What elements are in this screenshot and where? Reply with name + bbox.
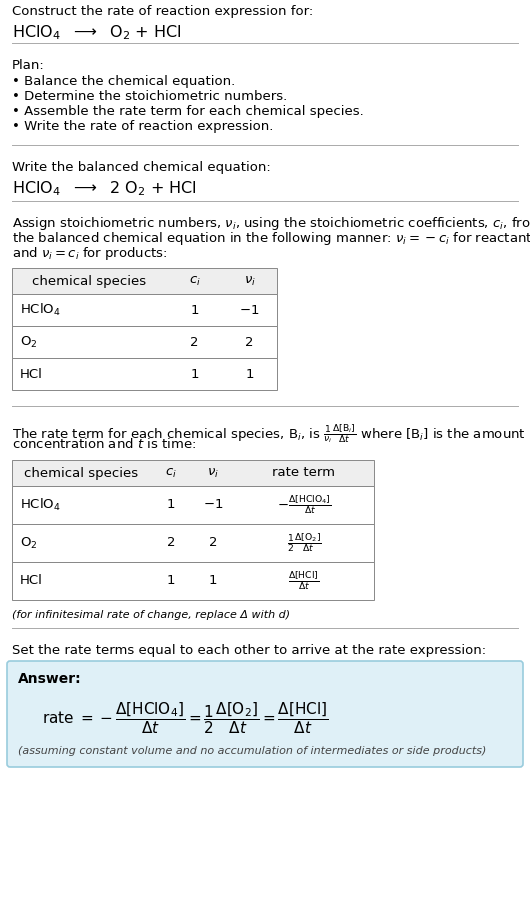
Text: chemical species: chemical species [24, 467, 138, 480]
Text: HCl: HCl [20, 368, 43, 380]
Text: HClO$_4$  $\longrightarrow$  O$_2$ + HCl: HClO$_4$ $\longrightarrow$ O$_2$ + HCl [12, 23, 182, 42]
Text: HClO$_4$  $\longrightarrow$  2 O$_2$ + HCl: HClO$_4$ $\longrightarrow$ 2 O$_2$ + HCl [12, 179, 197, 197]
Text: • Determine the stoichiometric numbers.: • Determine the stoichiometric numbers. [12, 90, 287, 103]
Text: $c_i$: $c_i$ [165, 467, 177, 480]
Text: Set the rate terms equal to each other to arrive at the rate expression:: Set the rate terms equal to each other t… [12, 644, 486, 657]
Text: 1: 1 [167, 499, 175, 511]
Text: $\nu_i$: $\nu_i$ [243, 275, 255, 288]
Bar [12, 268, 277, 294]
Text: $-\frac{\Delta[\mathrm{HClO_4}]}{\Delta t}$: $-\frac{\Delta[\mathrm{HClO_4}]}{\Delta … [277, 493, 331, 517]
Text: 2: 2 [245, 336, 254, 349]
Text: 1: 1 [245, 368, 254, 380]
Text: 1: 1 [167, 574, 175, 588]
Text: $-1$: $-1$ [203, 499, 223, 511]
Bar [12, 326, 277, 358]
Text: 1: 1 [190, 304, 199, 317]
Text: the balanced chemical equation in the following manner: $\nu_i = -c_i$ for react: the balanced chemical equation in the fo… [12, 230, 530, 247]
Bar [12, 460, 374, 486]
Text: 1: 1 [190, 368, 199, 380]
Text: 1: 1 [209, 574, 217, 588]
Text: Assign stoichiometric numbers, $\nu_i$, using the stoichiometric coefficients, $: Assign stoichiometric numbers, $\nu_i$, … [12, 215, 530, 232]
Text: Construct the rate of reaction expression for:: Construct the rate of reaction expressio… [12, 5, 313, 18]
Text: HCl: HCl [20, 574, 43, 588]
Text: chemical species: chemical species [32, 275, 147, 288]
Text: Plan:: Plan: [12, 59, 45, 72]
Text: HClO$_4$: HClO$_4$ [20, 497, 61, 513]
Text: O$_2$: O$_2$ [20, 535, 38, 551]
Bar [12, 524, 374, 562]
Text: Answer:: Answer: [18, 672, 82, 686]
Text: HClO$_4$: HClO$_4$ [20, 302, 61, 318]
Text: 2: 2 [190, 336, 199, 349]
Text: rate term: rate term [272, 467, 335, 480]
Text: $\frac{1}{2}\frac{\Delta[\mathrm{O_2}]}{\Delta t}$: $\frac{1}{2}\frac{\Delta[\mathrm{O_2}]}{… [287, 531, 322, 554]
Text: and $\nu_i = c_i$ for products:: and $\nu_i = c_i$ for products: [12, 245, 167, 262]
Text: O$_2$: O$_2$ [20, 335, 38, 349]
Text: 2: 2 [209, 537, 217, 550]
Text: $c_i$: $c_i$ [189, 275, 200, 288]
Bar [12, 562, 374, 600]
Text: $\frac{\Delta[\mathrm{HCl}]}{\Delta t}$: $\frac{\Delta[\mathrm{HCl}]}{\Delta t}$ [288, 570, 320, 592]
Text: The rate term for each chemical species, B$_i$, is $\frac{1}{\nu_i}\frac{\Delta[: The rate term for each chemical species,… [12, 422, 526, 445]
Text: • Balance the chemical equation.: • Balance the chemical equation. [12, 75, 235, 88]
Text: $-1$: $-1$ [240, 304, 260, 317]
Text: (for infinitesimal rate of change, replace Δ with d): (for infinitesimal rate of change, repla… [12, 610, 290, 620]
Bar [12, 294, 277, 326]
Text: (assuming constant volume and no accumulation of intermediates or side products): (assuming constant volume and no accumul… [18, 746, 487, 756]
Text: Write the balanced chemical equation:: Write the balanced chemical equation: [12, 161, 271, 174]
Text: concentration and $t$ is time:: concentration and $t$ is time: [12, 437, 196, 451]
Bar [12, 358, 277, 390]
Text: • Write the rate of reaction expression.: • Write the rate of reaction expression. [12, 120, 273, 133]
Text: $\nu_i$: $\nu_i$ [207, 467, 219, 480]
Bar [12, 486, 374, 524]
Text: 2: 2 [167, 537, 175, 550]
Text: • Assemble the rate term for each chemical species.: • Assemble the rate term for each chemic… [12, 105, 364, 118]
Text: rate $= -\dfrac{\Delta[\mathrm{HClO_4}]}{\Delta t} = \dfrac{1}{2}\dfrac{\Delta[\: rate $= -\dfrac{\Delta[\mathrm{HClO_4}]}… [42, 700, 329, 736]
FancyBboxPatch shape [7, 661, 523, 767]
